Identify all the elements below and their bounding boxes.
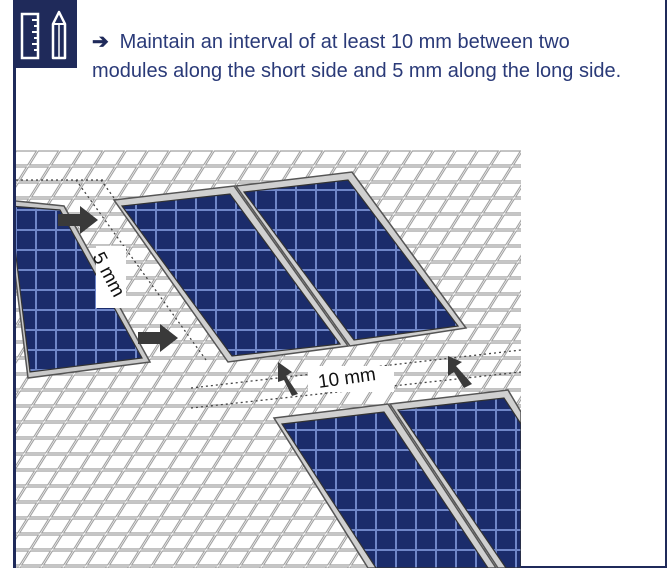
instruction-text: Maintain an interval of at least 10 mm b…	[92, 31, 622, 82]
ruler-and-pencil-icon	[13, 0, 77, 68]
solar-module	[16, 200, 152, 379]
instruction-note: ➔ Maintain an interval of at least 10 mm…	[92, 28, 632, 86]
arrow-right-icon: ➔	[92, 31, 109, 53]
solar-module-spacing-illustration: 5 mm 10 mm	[16, 150, 521, 568]
spacing-arrows	[58, 206, 472, 396]
